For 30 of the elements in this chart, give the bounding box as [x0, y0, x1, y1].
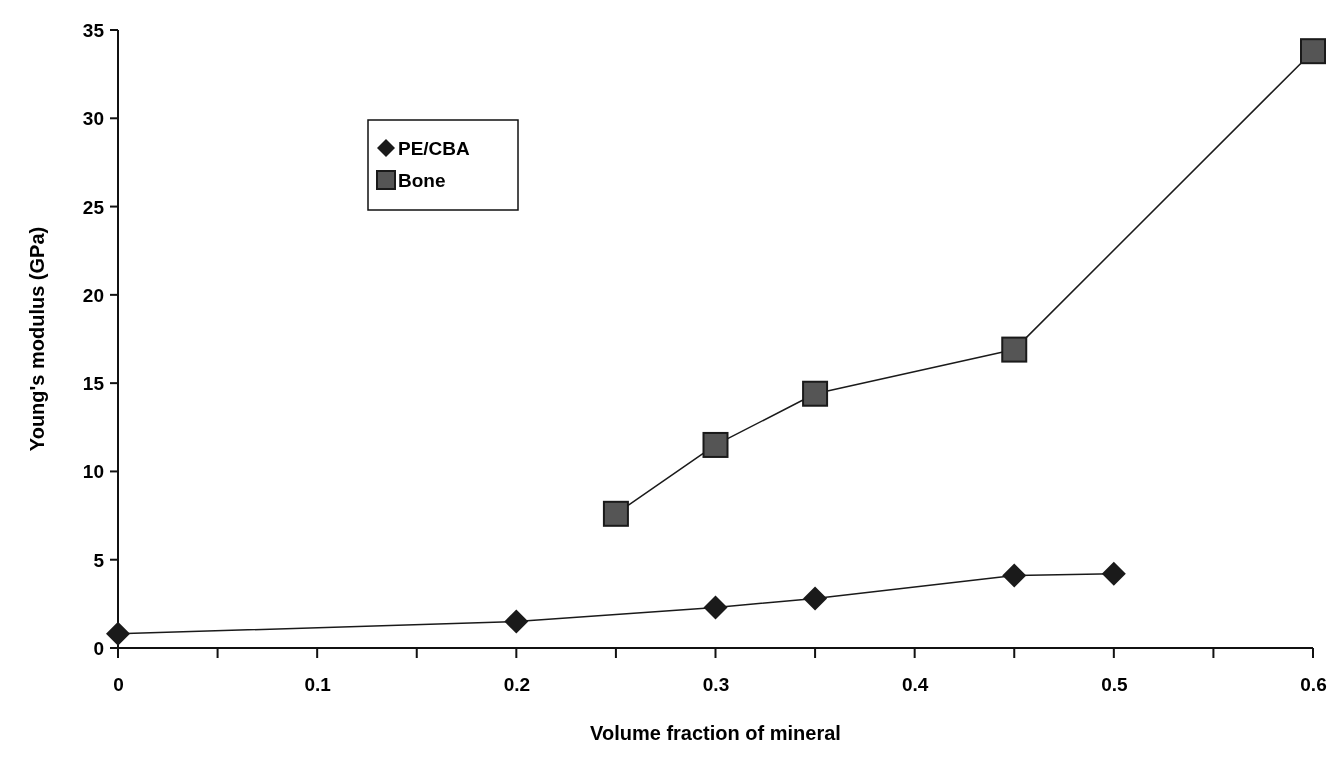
point: [1101, 561, 1126, 586]
x-tick-label: 0.3: [702, 674, 730, 696]
x-axis-title: Volume fraction of mineral: [590, 722, 841, 744]
y-tick-label: 10: [82, 461, 104, 483]
point: [703, 595, 728, 620]
point: [602, 500, 629, 527]
x-tick-label: 0.5: [1101, 674, 1128, 696]
point: [1002, 563, 1027, 588]
point: [803, 586, 828, 611]
x-tick-label: 0.2: [503, 674, 531, 696]
point: [106, 621, 130, 646]
point: [504, 609, 529, 634]
y-tick-label: 20: [82, 284, 104, 306]
point: [1001, 336, 1028, 363]
x-tick-label: 0.1: [304, 674, 332, 696]
legend-label: Bone: [398, 170, 446, 191]
x-tick-label: 0: [113, 674, 124, 696]
point: [802, 380, 829, 407]
point: [702, 431, 729, 458]
y-tick-label: 25: [82, 196, 105, 218]
y-tick-label: 5: [93, 549, 105, 571]
y-tick-label: 35: [82, 20, 105, 41]
x-tick-label: 0.6: [1300, 674, 1327, 696]
y-axis-title: Young's modulus (GPa): [26, 226, 48, 452]
y-tick-label: 0: [93, 638, 104, 659]
point: [1300, 38, 1326, 65]
y-tick-label: 30: [82, 108, 104, 130]
y-tick-label: 15: [82, 373, 105, 395]
x-tick-label: 0.4: [901, 674, 929, 696]
legend-label: PE/CBA: [398, 138, 471, 159]
